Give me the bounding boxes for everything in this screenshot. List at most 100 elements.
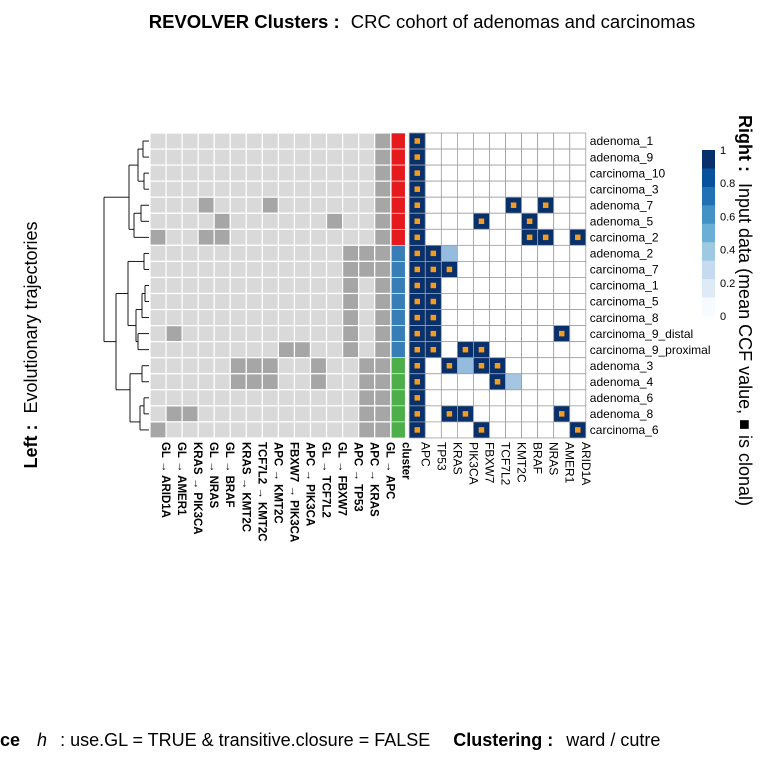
trajectory-cell: [245, 132, 263, 150]
sample-label: adenoma_1: [590, 134, 654, 148]
trajectory-cell: [358, 228, 376, 246]
clonal-marker: [430, 314, 437, 321]
sample-label: carcinoma_9_distal: [590, 327, 693, 341]
trajectory-cell: [261, 292, 280, 311]
cluster-cell: [390, 357, 406, 375]
ccf-cell: [521, 132, 539, 150]
ccf-cell: [569, 244, 587, 262]
footer-h: h: [37, 730, 47, 750]
trajectory-cell: [213, 260, 231, 279]
trajectory-cell: [358, 389, 376, 407]
ccf-cell: [505, 325, 522, 343]
ccf-cell: [456, 325, 474, 343]
left-axis-label-bold: Left :: [21, 425, 41, 469]
trajectory-cell: [309, 164, 328, 182]
ccf-cell: [521, 389, 539, 407]
trajectory-label: GL → AMER1: [175, 442, 187, 516]
trajectory-cell: [277, 244, 296, 263]
clonal-marker: [462, 346, 469, 353]
trajectory-cell: [309, 325, 328, 343]
ccf-cell: [456, 196, 474, 214]
trajectory-cell: [245, 325, 263, 343]
trajectory-cell: [261, 148, 280, 166]
trajectory-cell: [165, 341, 183, 359]
clonal-marker: [510, 202, 517, 208]
ccf-cell: [569, 180, 587, 198]
trajectory-cell: [293, 357, 312, 375]
clonal-marker: [430, 346, 437, 353]
trajectory-cell: [309, 260, 328, 279]
ccf-cell: [473, 196, 490, 214]
sample-label: carcinoma_2: [590, 231, 659, 245]
trajectory-cell: [293, 164, 312, 182]
ccf-cell: [505, 180, 522, 198]
ccf-cell: [456, 309, 474, 326]
ccf-cell: [473, 325, 490, 343]
ccf-cell: [424, 164, 442, 182]
trajectory-label: TCF7L2 → KMT2C: [255, 442, 267, 542]
chart-title-text: CRC cohort of adenomas and carcinomas: [351, 11, 695, 32]
cluster-cell: [390, 212, 406, 230]
trajectory-cell: [293, 373, 312, 391]
trajectory-cell: [181, 228, 199, 246]
clonal-marker: [446, 266, 453, 273]
ccf-cell: [456, 389, 474, 407]
ccf-cell: [456, 277, 474, 294]
trajectory-cell: [277, 212, 296, 230]
trajectory-cell: [277, 164, 296, 182]
clonal-marker: [575, 234, 581, 241]
ccf-cell: [505, 421, 522, 439]
trajectory-cell: [149, 405, 167, 423]
ccf-cell: [537, 260, 555, 278]
trajectory-cell: [293, 421, 312, 439]
clonal-marker: [414, 218, 421, 225]
trajectory-cell: [261, 325, 280, 343]
trajectory-cell: [374, 148, 392, 166]
gene-label: BRAF: [531, 442, 545, 474]
trajectory-cell: [181, 341, 199, 359]
legend-swatch: [702, 168, 715, 188]
trajectory-cell: [293, 196, 312, 214]
trajectory-cell: [293, 260, 312, 279]
trajectory-cell: [293, 292, 312, 311]
trajectory-cell: [197, 421, 215, 439]
right-axis-label: Right : Input data (mean CCF value, ■ is…: [735, 115, 755, 506]
ccf-cell: [553, 277, 571, 294]
trajectory-cell: [149, 373, 167, 391]
trajectory-cell: [245, 164, 263, 182]
ccf-cell: [537, 389, 555, 407]
trajectory-cell: [245, 292, 263, 311]
trajectory-cell: [325, 212, 344, 230]
trajectory-cell: [165, 292, 183, 311]
trajectory-label: GL → ARID1A: [159, 442, 171, 518]
cluster-column: [390, 132, 406, 439]
trajectory-cell: [181, 308, 199, 327]
trajectory-cell: [277, 405, 296, 423]
legend-swatch: [702, 150, 715, 169]
trajectory-cell: [197, 373, 215, 391]
trajectory-cell: [229, 325, 247, 343]
legend-swatch: [702, 223, 715, 243]
ccf-cell: [440, 341, 458, 359]
trajectory-cell: [277, 325, 296, 343]
ccf-cell: [569, 196, 587, 214]
ccf-cell: [553, 373, 571, 391]
ccf-cell: [521, 357, 539, 375]
trajectory-cell: [325, 164, 344, 182]
ccf-cell: [440, 148, 458, 166]
legend-tick: 0.6: [720, 211, 735, 223]
ccf-cell: [473, 228, 490, 246]
trajectory-cell: [325, 308, 344, 327]
trajectory-cell: [245, 276, 263, 295]
trajectory-cell: [245, 196, 263, 214]
ccf-cell: [537, 244, 555, 262]
clonal-marker: [414, 346, 421, 353]
ccf-cell: [521, 421, 539, 439]
trajectory-cell: [181, 260, 199, 279]
trajectory-cell: [358, 373, 376, 391]
trajectory-cell: [149, 244, 167, 263]
trajectory-cell: [309, 244, 328, 263]
ccf-cell: [553, 421, 571, 439]
ccf-cell: [553, 389, 571, 407]
trajectory-cell: [342, 421, 360, 439]
